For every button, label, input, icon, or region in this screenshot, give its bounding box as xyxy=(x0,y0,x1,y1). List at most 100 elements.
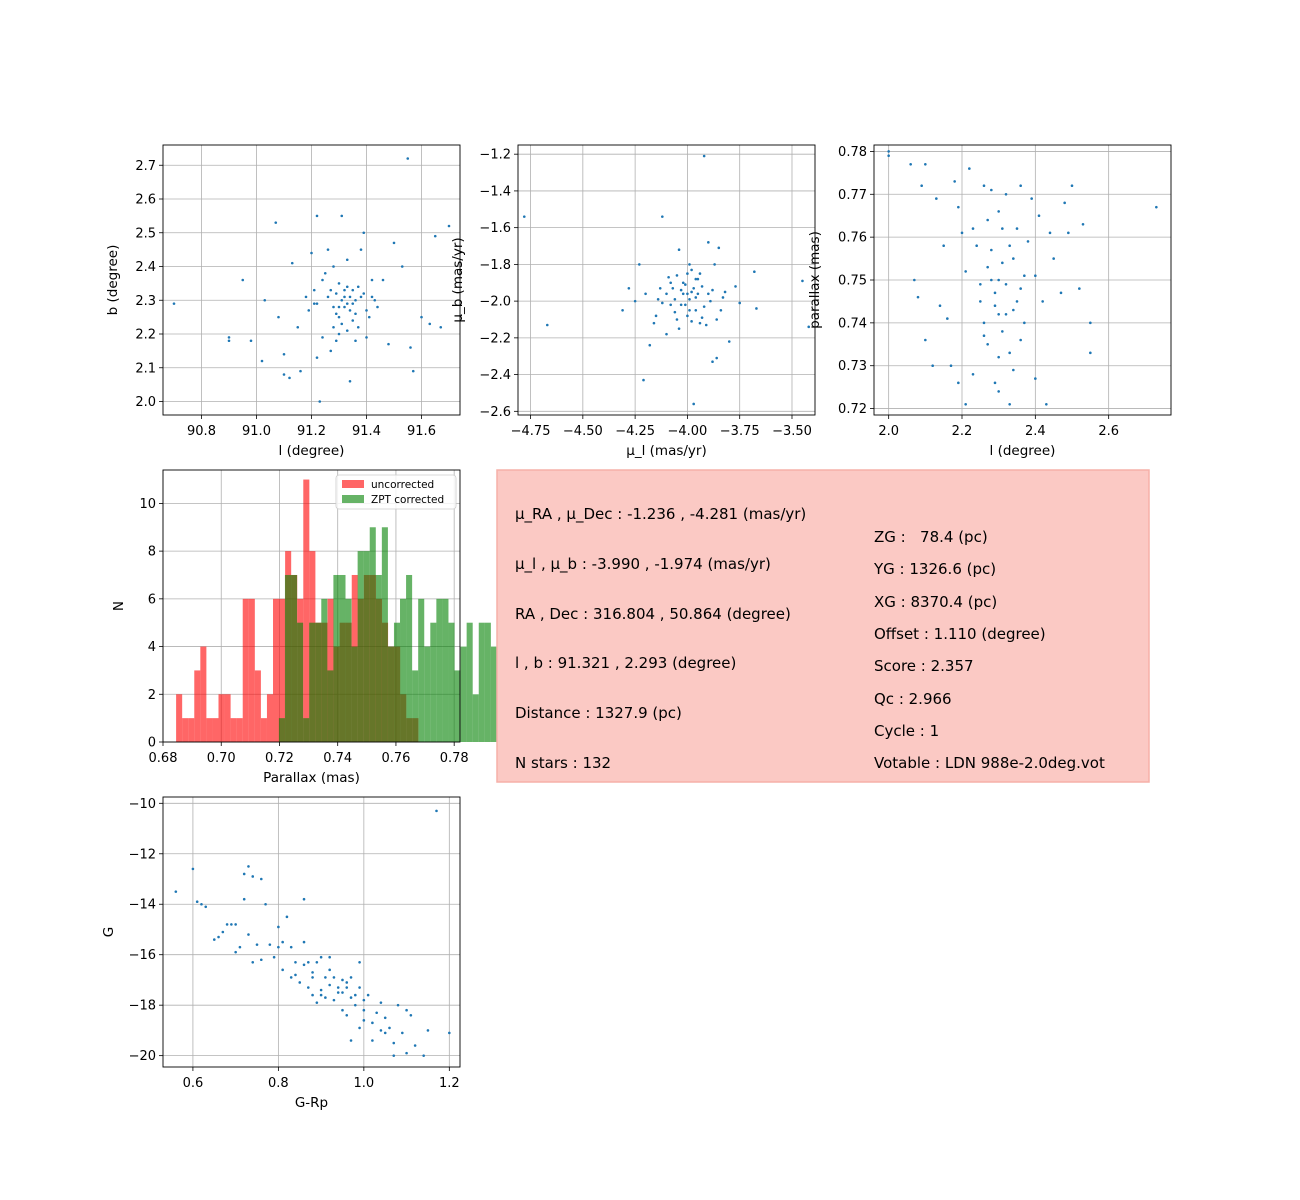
data-point xyxy=(1089,351,1092,355)
y-tick-label: 2.1 xyxy=(135,361,156,376)
data-point xyxy=(349,996,353,999)
data-point xyxy=(633,299,637,303)
data-point xyxy=(684,283,687,286)
data-point xyxy=(439,325,443,329)
histogram-bar xyxy=(212,718,219,742)
data-point xyxy=(971,227,975,230)
data-point xyxy=(311,976,314,979)
data-point xyxy=(688,309,691,312)
data-point xyxy=(365,309,368,312)
histogram-bar xyxy=(284,574,292,742)
plot-frame xyxy=(162,469,461,743)
x-axis-label: μ_l (mas/yr) xyxy=(626,443,706,459)
data-point xyxy=(711,288,714,292)
data-point xyxy=(383,1016,387,1020)
data-point xyxy=(968,167,971,170)
data-point xyxy=(332,305,335,309)
plot-area xyxy=(518,145,815,415)
data-point xyxy=(721,296,725,299)
histogram-bar xyxy=(381,527,388,742)
data-point xyxy=(227,339,231,343)
data-point xyxy=(225,923,229,926)
data-point xyxy=(334,339,338,343)
data-point xyxy=(396,1003,400,1007)
data-point xyxy=(332,265,335,268)
data-point xyxy=(704,323,708,327)
data-point xyxy=(365,336,368,339)
data-point xyxy=(392,1054,396,1057)
data-point xyxy=(255,943,259,946)
x-tick-label: −4.75 xyxy=(511,424,551,439)
histogram-bar xyxy=(454,670,461,742)
data-point xyxy=(661,301,664,305)
y-tick-label: −2.2 xyxy=(479,331,511,346)
data-point xyxy=(392,241,396,245)
data-point xyxy=(997,312,1000,316)
histogram-bar xyxy=(273,598,280,742)
legend-label: uncorrected xyxy=(371,479,434,491)
data-point xyxy=(1004,192,1008,196)
data-point xyxy=(343,295,346,299)
data-point xyxy=(656,297,660,301)
data-point xyxy=(195,900,199,904)
histogram-bar xyxy=(206,718,213,742)
data-point xyxy=(447,224,451,228)
x-axis-label: l (degree) xyxy=(279,443,345,459)
histogram-bar xyxy=(315,622,322,742)
data-point xyxy=(351,288,355,292)
histogram-bar xyxy=(406,574,413,742)
data-point xyxy=(1023,321,1026,325)
data-point xyxy=(690,268,693,272)
data-point xyxy=(341,1008,344,1012)
data-point xyxy=(409,1013,413,1017)
y-tick-label: 10 xyxy=(139,497,156,512)
data-point xyxy=(306,986,310,989)
data-point xyxy=(282,352,286,356)
grid-lines xyxy=(163,797,460,1067)
data-point xyxy=(738,301,742,305)
data-point xyxy=(1089,321,1092,325)
data-point xyxy=(362,1019,366,1022)
data-point xyxy=(345,329,349,332)
data-point xyxy=(1078,287,1081,290)
data-point xyxy=(997,278,1000,282)
data-point xyxy=(358,986,361,989)
y-tick-label: 0.75 xyxy=(838,274,867,289)
data-point xyxy=(715,318,718,321)
series-1 xyxy=(278,527,522,742)
data-point xyxy=(341,978,344,982)
data-point xyxy=(348,379,352,383)
data-point xyxy=(997,390,1000,393)
data-point xyxy=(321,278,324,282)
data-point xyxy=(373,298,377,302)
data-point xyxy=(302,940,306,944)
data-point xyxy=(679,288,683,292)
histogram-bar xyxy=(242,598,249,742)
histogram-bar xyxy=(230,718,237,742)
x-tick-label: 0.78 xyxy=(440,751,469,766)
y-tick-label: −12 xyxy=(129,847,156,862)
data-point xyxy=(723,290,727,294)
data-point xyxy=(319,988,323,992)
data-point xyxy=(990,188,993,192)
data-point xyxy=(673,310,677,314)
data-point xyxy=(1008,402,1011,406)
data-point xyxy=(375,1011,378,1015)
data-point xyxy=(329,349,333,353)
data-point xyxy=(259,958,263,962)
data-point xyxy=(264,902,267,906)
data-point xyxy=(665,332,668,336)
data-point xyxy=(379,1001,383,1004)
histogram-bar xyxy=(188,718,195,742)
data-point xyxy=(1063,201,1066,205)
data-point xyxy=(686,292,689,296)
histogram-bar xyxy=(194,670,201,742)
data-point xyxy=(931,364,934,368)
x-tick-label: 2.0 xyxy=(878,424,899,439)
x-tick-label: 2.2 xyxy=(952,424,973,439)
data-point xyxy=(1034,377,1037,380)
data-point xyxy=(242,897,246,901)
data-point xyxy=(679,303,683,307)
data-point xyxy=(381,278,385,282)
